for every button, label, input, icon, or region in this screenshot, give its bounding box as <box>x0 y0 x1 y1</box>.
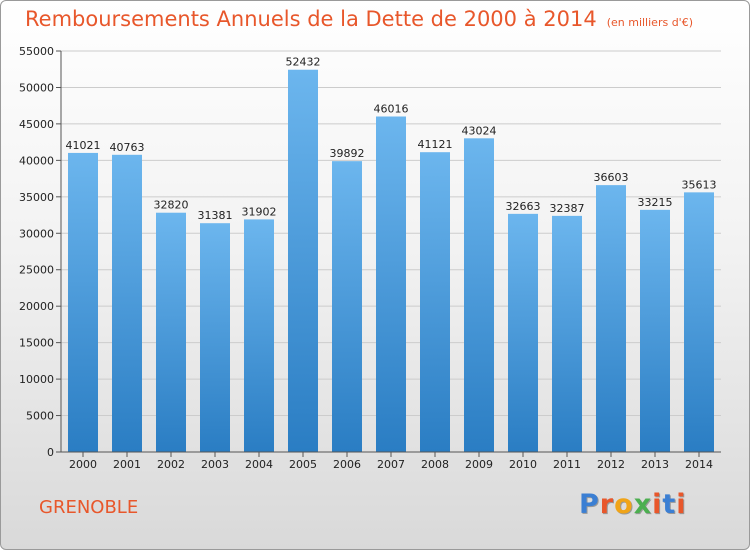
x-tick-label: 2013 <box>641 458 669 471</box>
bar <box>200 223 230 452</box>
bar <box>156 212 186 452</box>
logo-letter: P <box>579 489 600 520</box>
y-axis: 0 5000 10000 15000 20000 25000 30000 35000 40000… <box>19 45 62 459</box>
bar-value-label: 40763 <box>110 141 145 154</box>
y-tick-label: 5000 <box>26 410 54 423</box>
x-tick-label: 2000 <box>69 458 97 471</box>
logo-letter: i <box>652 489 663 520</box>
logo-letter: r <box>599 489 615 520</box>
x-tick-label: 2003 <box>201 458 229 471</box>
x-tick-label: 2014 <box>685 458 713 471</box>
x-tick-label: 2012 <box>597 458 625 471</box>
bar-value-label: 46016 <box>374 103 409 116</box>
y-tick-label: 10000 <box>19 373 54 386</box>
bar <box>552 215 582 452</box>
bar <box>596 185 626 452</box>
bar-value-label: 41021 <box>66 139 101 152</box>
x-tick-label: 2002 <box>157 458 185 471</box>
bar <box>68 152 98 452</box>
y-tick-label: 45000 <box>19 118 54 131</box>
x-tick-label: 2001 <box>113 458 141 471</box>
bar <box>288 69 318 452</box>
bar-value-label: 32663 <box>506 200 541 213</box>
bar-value-label: 36603 <box>594 171 629 184</box>
x-tick-label: 2005 <box>289 458 317 471</box>
y-tick-label: 0 <box>47 446 54 459</box>
bar-value-label: 41121 <box>418 138 453 151</box>
y-tick-label: 35000 <box>19 191 54 204</box>
y-tick-label: 55000 <box>19 45 54 58</box>
x-tick-label: 2010 <box>509 458 537 471</box>
bar-value-label: 31381 <box>198 209 233 222</box>
bar-value-label: 31902 <box>242 205 277 218</box>
logo-letter: o <box>614 489 634 520</box>
x-tick-label: 2004 <box>245 458 273 471</box>
city-name: GRENOBLE <box>39 497 139 518</box>
y-tick-label: 50000 <box>19 81 54 94</box>
logo-letter: i <box>676 489 687 520</box>
bar-value-label: 32820 <box>154 199 189 212</box>
bar <box>376 116 406 452</box>
bar <box>464 138 494 453</box>
proxiti-logo: Proxiti <box>579 489 687 520</box>
x-tick-label: 2011 <box>553 458 581 471</box>
logo-letter: x <box>633 489 653 520</box>
x-tick-label: 2009 <box>465 458 493 471</box>
y-tick-label: 40000 <box>19 154 54 167</box>
y-tick-label: 25000 <box>19 264 54 277</box>
bar <box>508 213 538 452</box>
y-tick-label: 20000 <box>19 300 54 313</box>
bar <box>332 161 362 452</box>
logo-letter: t <box>662 489 677 520</box>
bar-value-label: 52432 <box>286 56 321 69</box>
bar-labels: 41021 40763 32820 31381 31902 52432 39892 46016… <box>66 56 717 222</box>
chart-title-unit: (en milliers d'€) <box>606 16 693 29</box>
chart-title: Remboursements Annuels de la Dette de 20… <box>25 7 693 31</box>
bar-value-label: 39892 <box>330 147 365 160</box>
bar-value-label: 33215 <box>638 196 673 209</box>
bar <box>112 154 142 453</box>
bar <box>684 192 714 452</box>
x-tick-label: 2008 <box>421 458 449 471</box>
bar <box>244 219 274 452</box>
x-tick-label: 2006 <box>333 458 361 471</box>
y-tick-label: 30000 <box>19 227 54 240</box>
bar-value-label: 35613 <box>682 178 717 191</box>
bar-value-label: 43024 <box>462 124 497 137</box>
x-tick-label: 2007 <box>377 458 405 471</box>
bars <box>68 69 714 453</box>
bar <box>420 152 450 452</box>
chart-title-text: Remboursements Annuels de la Dette de 20… <box>25 7 597 31</box>
bar <box>640 209 670 452</box>
bar-value-label: 32387 <box>550 202 585 215</box>
x-axis: 2000 2001 2002 2003 2004 2005 2006 2007 2008 2009… <box>61 451 721 471</box>
y-tick-label: 15000 <box>19 337 54 350</box>
